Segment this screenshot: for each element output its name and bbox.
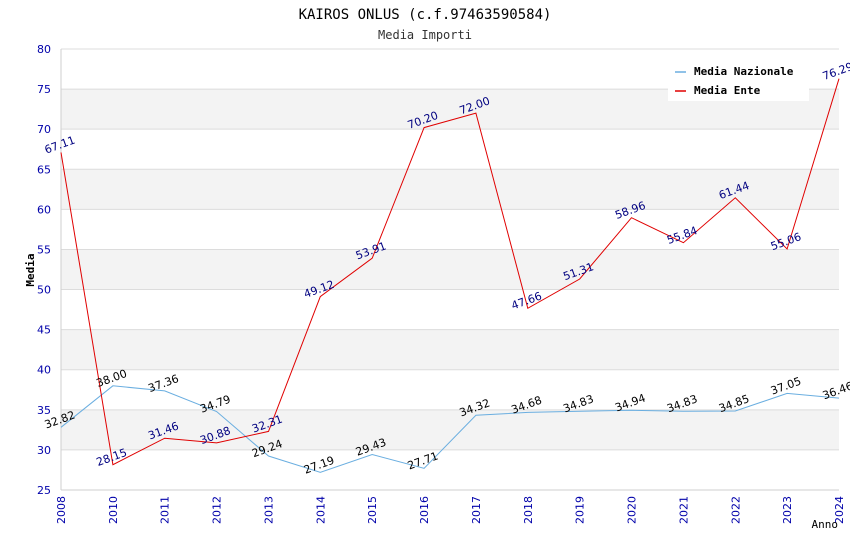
- series-line-nazionale: [60, 385, 840, 473]
- data-label-ente: 76.29: [821, 60, 850, 83]
- data-label-ente: 55.84: [665, 224, 699, 247]
- x-tick-label: 2008: [55, 496, 68, 524]
- y-tick-label: 50: [37, 284, 51, 297]
- x-tick-label: 2023: [781, 496, 794, 524]
- series-lines: [60, 78, 840, 473]
- y-tick-label: 40: [37, 364, 51, 377]
- legend-label-ente: Media Ente: [694, 84, 761, 97]
- y-tick-label: 25: [37, 484, 51, 497]
- y-axis-label: Media: [24, 253, 37, 286]
- x-tick-label: 2012: [211, 496, 224, 524]
- gridlines: [60, 48, 839, 491]
- x-tick-label: 2016: [418, 496, 431, 524]
- x-tick-label: 2015: [366, 496, 379, 524]
- chart-title: KAIROS ONLUS (c.f.97463590584): [299, 7, 552, 23]
- x-axis-label: Anno: [812, 518, 839, 531]
- y-tick-label: 55: [37, 243, 51, 256]
- grid-bands: [61, 89, 839, 450]
- legend: Media Nazionale Media Ente: [668, 60, 809, 101]
- y-axis-ticks: 25 30 35 40 45 50 55 60 65 70 75 80: [37, 43, 51, 497]
- x-tick-label: 2019: [574, 496, 587, 524]
- x-tick-label: 2011: [159, 496, 172, 524]
- x-tick-label: 2020: [626, 496, 639, 524]
- x-axis-ticks: 2008 2010 2011 2012 2013 2014 2015 2016 2017 2018…: [55, 496, 846, 524]
- grid-band: [61, 169, 839, 210]
- y-tick-label: 45: [37, 324, 51, 337]
- x-tick-label: 2010: [107, 496, 120, 524]
- data-label-nazionale: 37.36: [147, 372, 181, 395]
- data-label-nazionale: 27.19: [302, 454, 336, 477]
- y-tick-label: 30: [37, 444, 51, 457]
- y-tick-label: 80: [37, 43, 51, 56]
- x-tick-label: 2022: [729, 496, 742, 524]
- x-tick-label: 2018: [522, 496, 535, 524]
- x-tick-label: 2017: [470, 496, 483, 524]
- data-label-ente: 47.66: [510, 290, 544, 313]
- data-label-nazionale: 36.46: [821, 379, 850, 402]
- legend-box: [668, 60, 809, 101]
- x-tick-label: 2024: [833, 496, 846, 524]
- y-tick-label: 70: [37, 123, 51, 136]
- grid-band: [61, 249, 839, 290]
- y-tick-label: 75: [37, 83, 51, 96]
- y-tick-label: 35: [37, 404, 51, 417]
- grid-band: [61, 329, 839, 370]
- series-line-ente: [60, 78, 840, 466]
- x-tick-label: 2021: [677, 496, 690, 524]
- legend-label-nazionale: Media Nazionale: [694, 65, 794, 78]
- x-tick-label: 2014: [314, 496, 327, 524]
- y-tick-label: 60: [37, 203, 51, 216]
- chart-subtitle: Media Importi: [378, 28, 472, 42]
- grid-band: [61, 409, 839, 450]
- y-tick-label: 65: [37, 163, 51, 176]
- data-label-ente: 67.11: [43, 134, 77, 157]
- x-tick-label: 2013: [262, 496, 275, 524]
- data-label-nazionale: 27.71: [406, 449, 440, 472]
